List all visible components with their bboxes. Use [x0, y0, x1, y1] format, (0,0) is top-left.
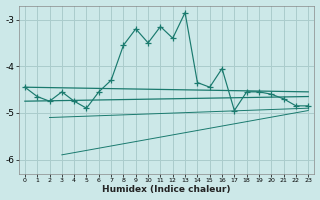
X-axis label: Humidex (Indice chaleur): Humidex (Indice chaleur) [102, 185, 231, 194]
